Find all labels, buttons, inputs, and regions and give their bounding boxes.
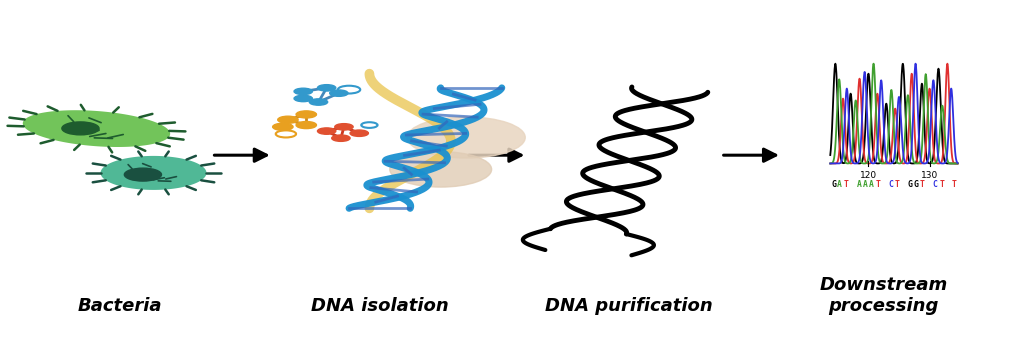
Text: A: A [838,180,843,189]
Text: G: G [831,180,836,189]
Circle shape [294,95,312,102]
Circle shape [390,152,492,187]
Text: T: T [895,180,899,189]
Text: A: A [869,180,874,189]
Circle shape [309,99,328,105]
Text: T: T [921,180,925,189]
Circle shape [124,168,162,181]
Circle shape [95,130,99,131]
Circle shape [61,122,99,135]
Text: 120: 120 [860,171,877,180]
Circle shape [294,88,312,95]
Circle shape [350,130,369,136]
Circle shape [335,123,353,130]
Circle shape [132,176,135,177]
Circle shape [332,135,350,141]
Circle shape [317,128,336,134]
Text: DNA isolation: DNA isolation [310,297,449,315]
Text: DNA purification: DNA purification [545,297,713,315]
Circle shape [154,174,157,175]
Text: 130: 130 [921,171,938,180]
Circle shape [296,122,316,129]
Text: T: T [844,180,849,189]
Text: C: C [888,180,893,189]
Text: A: A [863,180,867,189]
Text: Downstream
processing: Downstream processing [819,276,948,315]
Circle shape [272,123,293,130]
Text: G: G [907,180,912,189]
Text: Bacteria: Bacteria [78,297,162,315]
Polygon shape [100,156,207,190]
Text: G: G [913,180,919,189]
Text: T: T [952,180,956,189]
Text: T: T [939,180,944,189]
Circle shape [278,116,298,123]
Text: C: C [933,180,938,189]
Circle shape [408,117,525,158]
Text: T: T [876,180,881,189]
Circle shape [79,123,83,125]
Circle shape [317,85,336,91]
Circle shape [139,170,141,171]
Circle shape [330,90,348,96]
Text: A: A [856,180,861,189]
Polygon shape [23,110,170,147]
Circle shape [296,111,316,118]
Circle shape [63,128,68,130]
